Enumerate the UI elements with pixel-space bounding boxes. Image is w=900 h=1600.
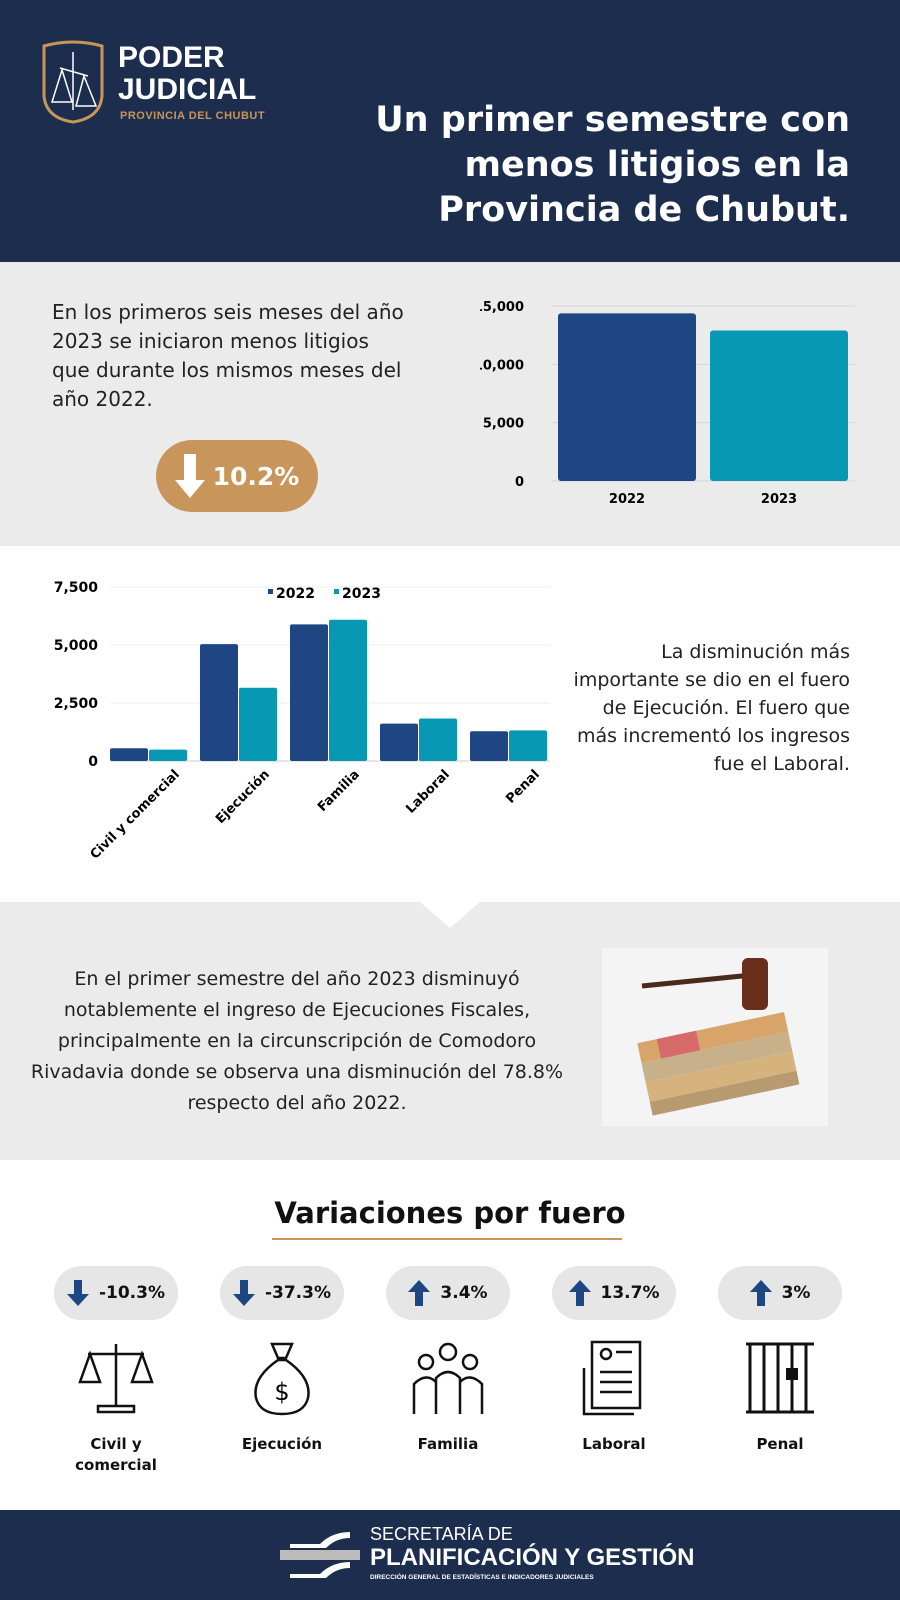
arrow-up-icon	[568, 1280, 591, 1306]
bar-2023-Ejecución	[239, 687, 277, 761]
variation-value: -37.3%	[264, 1283, 332, 1303]
bar-2022-Familia	[290, 624, 328, 761]
scales-icon	[78, 1344, 154, 1414]
fuero-item: 3% Penal	[718, 1266, 842, 1455]
x-tick-label: 2022	[609, 492, 645, 507]
svg-text:$: $	[274, 1378, 289, 1406]
footer-line1: SECRETARÍA DE	[370, 1524, 513, 1544]
variation-badge: 3%	[718, 1266, 842, 1320]
fuero-text: La disminución más importante se dio en …	[573, 641, 850, 775]
logo-text: JUDICIAL	[118, 73, 257, 106]
bar-2023	[710, 330, 848, 481]
ejecuciones-section: En el primer semestre del año 2023 dismi…	[0, 902, 900, 1160]
page-title: Un primer semestre con menos litigios en…	[375, 100, 850, 230]
footer-line2: PLANIFICACIÓN Y GESTIÓN	[370, 1544, 695, 1571]
fuero-item: -10.3% Civil y comercial	[54, 1266, 178, 1476]
bar-2023-Penal	[509, 730, 547, 761]
fuero-item: 13.7% Laboral	[552, 1266, 676, 1455]
secretaria-logo-icon	[280, 1532, 360, 1578]
fuero-chart: 0 2,500 5,000 7,500 2022 2023 Civil y comercia…	[54, 580, 550, 862]
bar-2022-Penal	[470, 731, 508, 761]
y-tick-label: 2,500	[54, 696, 99, 712]
legend-label: 2023	[342, 586, 381, 602]
fuero-label: Familia	[417, 1435, 479, 1453]
bar-2023-Civil y comercial	[149, 749, 187, 761]
variaciones-section: Variaciones por fuero -10.3% Civil y com…	[0, 1160, 900, 1510]
section-title: Variaciones por fuero	[274, 1196, 626, 1230]
fuero-label: Civil y comercial	[75, 1435, 157, 1474]
logo-text: PODER	[118, 41, 225, 74]
decrease-badge: 10.2%	[156, 440, 318, 512]
variation-badge: -10.3%	[54, 1266, 178, 1320]
bar-2023-Familia	[329, 619, 367, 761]
fuero-label: Penal	[756, 1435, 804, 1453]
document-icon	[582, 1340, 642, 1416]
x-tick-label: Civil y comercial	[88, 767, 183, 862]
y-tick-label: 10,000	[480, 358, 524, 373]
jail-icon	[746, 1342, 814, 1414]
bar-2022	[558, 313, 696, 481]
title-underline	[272, 1238, 622, 1240]
x-tick-label: Ejecución	[213, 767, 273, 827]
legend-label: 2022	[276, 586, 315, 602]
family-icon	[412, 1342, 484, 1414]
scales-logo-icon	[42, 40, 104, 124]
x-tick-label: Penal	[503, 767, 542, 806]
arrow-up-icon	[749, 1280, 772, 1306]
arrow-down-icon	[232, 1280, 255, 1306]
fuero-label: Ejecución	[241, 1435, 323, 1453]
summary-section: En los primeros seis meses del año 2023 …	[0, 262, 900, 546]
fuero-section: 0 2,500 5,000 7,500 2022 2023 Civil y comercia…	[0, 546, 900, 902]
fuero-item: 3.4% Familia	[386, 1266, 510, 1455]
fuero-label: Laboral	[582, 1435, 646, 1453]
summary-text: En los primeros seis meses del año 2023 …	[52, 300, 404, 411]
footer: SECRETARÍA DE PLANIFICACIÓN Y GESTIÓN DI…	[0, 1510, 900, 1600]
variation-value: 3%	[781, 1283, 811, 1303]
y-tick-label: 5,000	[483, 417, 524, 432]
gavel-money-image	[602, 948, 828, 1126]
bar-2022-Ejecución	[200, 644, 238, 761]
x-tick-label: 2023	[761, 492, 797, 507]
arrow-up-icon	[408, 1280, 431, 1306]
total-chart: 0 5,000 10,000 15,000 2022 2023	[480, 300, 855, 507]
variation-value: -10.3%	[98, 1283, 166, 1303]
header: PODER JUDICIAL PROVINCIA DEL CHUBUT Un p…	[0, 0, 900, 262]
fuero-item: -37.3% $ Ejecución	[220, 1266, 344, 1455]
legend-swatch	[268, 589, 273, 594]
x-tick-label: Familia	[315, 767, 363, 815]
footer-line3: DIRECCIÓN GENERAL DE ESTADÍSTICAS E INDI…	[370, 1574, 594, 1581]
y-tick-label: 15,000	[480, 300, 524, 315]
x-tick-label: Laboral	[403, 767, 452, 816]
y-tick-label: 5,000	[54, 638, 99, 654]
arrow-down-icon	[66, 1280, 89, 1306]
bar-2023-Laboral	[419, 718, 457, 761]
legend-swatch	[334, 589, 339, 594]
variation-badge: -37.3%	[220, 1266, 344, 1320]
bar-2022-Civil y comercial	[110, 748, 148, 761]
ejecuciones-text: En el primer semestre del año 2023 dismi…	[30, 968, 564, 1114]
variation-value: 3.4%	[440, 1283, 488, 1303]
logo-subtext: PROVINCIA DEL CHUBUT	[120, 110, 266, 122]
y-tick-label: 0	[88, 754, 98, 770]
y-tick-label: 7,500	[54, 580, 99, 596]
variation-badge: 3.4%	[386, 1266, 510, 1320]
arrow-down-icon	[174, 454, 205, 498]
y-tick-label: 0	[515, 475, 524, 490]
money-bag-icon: $	[254, 1342, 310, 1416]
bar-2022-Laboral	[380, 723, 418, 761]
variation-badge: 13.7%	[552, 1266, 676, 1320]
divider-notch	[420, 902, 480, 928]
variation-value: 13.7%	[600, 1283, 660, 1303]
badge-value: 10.2%	[212, 461, 300, 491]
